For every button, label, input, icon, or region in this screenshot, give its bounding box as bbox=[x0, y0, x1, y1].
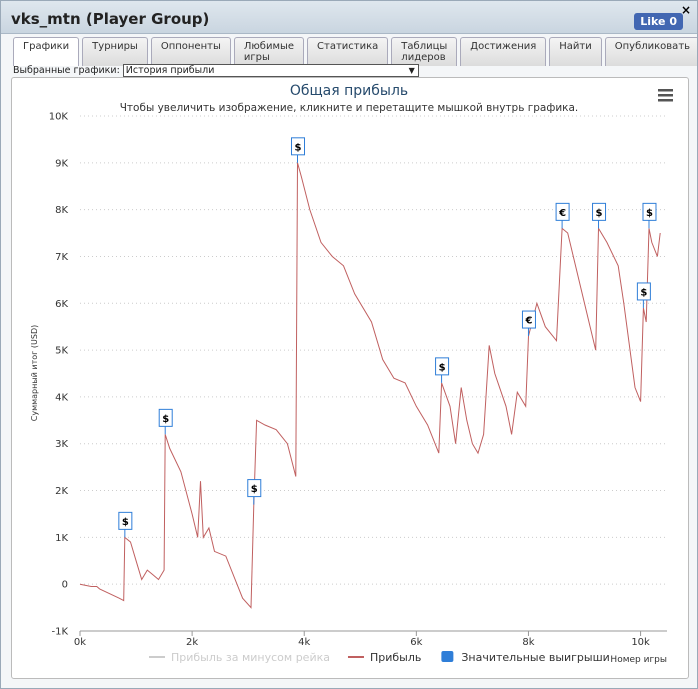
tab[interactable]: Статистика bbox=[307, 37, 389, 66]
y-tick-label: 3K bbox=[55, 439, 68, 450]
x-tick-label: 10k bbox=[631, 637, 650, 648]
flag-marker bbox=[291, 137, 306, 156]
flag-label: $ bbox=[646, 208, 653, 219]
flag-label: $ bbox=[596, 208, 603, 219]
y-tick-label: 9K bbox=[55, 158, 68, 169]
tab[interactable]: Опубликовать bbox=[604, 37, 697, 66]
x-tick-label: 2k bbox=[186, 637, 198, 648]
close-button[interactable]: × bbox=[680, 3, 691, 17]
x-tick-label: 6k bbox=[410, 637, 422, 648]
tab[interactable]: Оппоненты bbox=[150, 37, 231, 66]
y-tick-label: 0 bbox=[62, 580, 68, 591]
tab[interactable]: Достижения bbox=[460, 37, 547, 66]
legend-symbol bbox=[441, 651, 454, 662]
y-tick-label: 10K bbox=[49, 112, 69, 123]
flag-marker bbox=[435, 357, 450, 376]
profit-line bbox=[79, 162, 661, 609]
flag-marker bbox=[521, 310, 536, 329]
selector-label: Выбранные графики: bbox=[13, 65, 120, 76]
header bbox=[1, 1, 697, 34]
menu-icon[interactable] bbox=[658, 89, 673, 102]
legend-label[interactable]: Прибыль bbox=[370, 651, 421, 664]
flag-label: $ bbox=[122, 517, 129, 528]
flag-label: $ bbox=[439, 362, 446, 373]
flag-marker bbox=[118, 511, 133, 530]
legend-label[interactable]: Значительные выигрыши bbox=[461, 651, 609, 664]
y-tick-label: 8K bbox=[55, 205, 68, 216]
y-axis-title: Суммарный итог (USD) bbox=[30, 325, 39, 422]
chart-selector: Выбранные графики: История прибыли bbox=[13, 64, 419, 77]
tab[interactable]: Найти bbox=[549, 37, 602, 66]
flag-marker bbox=[555, 202, 570, 221]
y-tick-label: 5K bbox=[55, 346, 68, 357]
y-tick-label: -1K bbox=[51, 627, 68, 638]
flag-label: $ bbox=[640, 287, 647, 298]
chart-subtitle: Чтобы увеличить изображение, кликните и … bbox=[120, 102, 579, 114]
x-tick-label: 0k bbox=[74, 637, 86, 648]
flag-marker bbox=[642, 202, 657, 221]
flag-label: $ bbox=[162, 414, 169, 425]
y-tick-label: 6K bbox=[55, 299, 68, 310]
y-tick-label: 4K bbox=[55, 392, 68, 403]
flag-marker bbox=[247, 479, 262, 498]
flag-label: € bbox=[524, 316, 532, 327]
x-tick-label: 8k bbox=[522, 637, 534, 648]
chart-title: Общая прибыль bbox=[290, 83, 408, 99]
tab-bar: Графики Турниры Оппоненты Любимые игры Стати… bbox=[13, 37, 697, 66]
y-tick-label: 7K bbox=[55, 252, 68, 263]
selector-dropdown[interactable]: История прибыли bbox=[122, 64, 419, 77]
flag-marker bbox=[592, 202, 607, 221]
y-tick-label: 1K bbox=[55, 533, 68, 544]
x-tick-label: 4k bbox=[298, 637, 310, 648]
window-title: vks_mtn (Player Group) bbox=[11, 10, 210, 28]
flag-label: € bbox=[558, 208, 566, 219]
flag-marker bbox=[158, 408, 173, 427]
tab[interactable]: Любимые игры bbox=[233, 37, 305, 66]
legend-label[interactable]: Прибыль за минусом рейка bbox=[171, 651, 330, 664]
flag-label: $ bbox=[251, 484, 258, 495]
flag-marker bbox=[636, 282, 651, 301]
tab[interactable]: Таблицы лидеров bbox=[391, 37, 458, 66]
y-tick-label: 2K bbox=[55, 486, 68, 497]
tab[interactable]: Турниры bbox=[82, 37, 148, 66]
like-button[interactable]: Like 0 bbox=[634, 13, 683, 30]
tab[interactable]: Графики bbox=[13, 37, 80, 66]
x-axis-title: Номер игры bbox=[610, 655, 667, 665]
flag-label: $ bbox=[295, 142, 302, 153]
